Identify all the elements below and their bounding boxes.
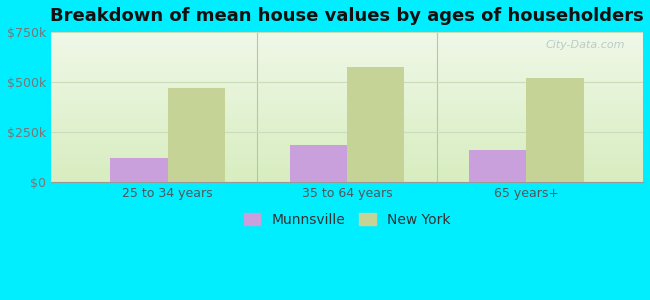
Legend: Munnsville, New York: Munnsville, New York xyxy=(238,207,456,232)
Bar xyxy=(290,145,347,182)
Bar xyxy=(111,158,168,182)
Bar xyxy=(168,88,225,182)
Text: City-Data.com: City-Data.com xyxy=(546,40,625,50)
Title: Breakdown of mean house values by ages of householders: Breakdown of mean house values by ages o… xyxy=(50,7,644,25)
Bar xyxy=(347,67,404,182)
Bar xyxy=(526,78,584,182)
Bar xyxy=(469,150,527,182)
